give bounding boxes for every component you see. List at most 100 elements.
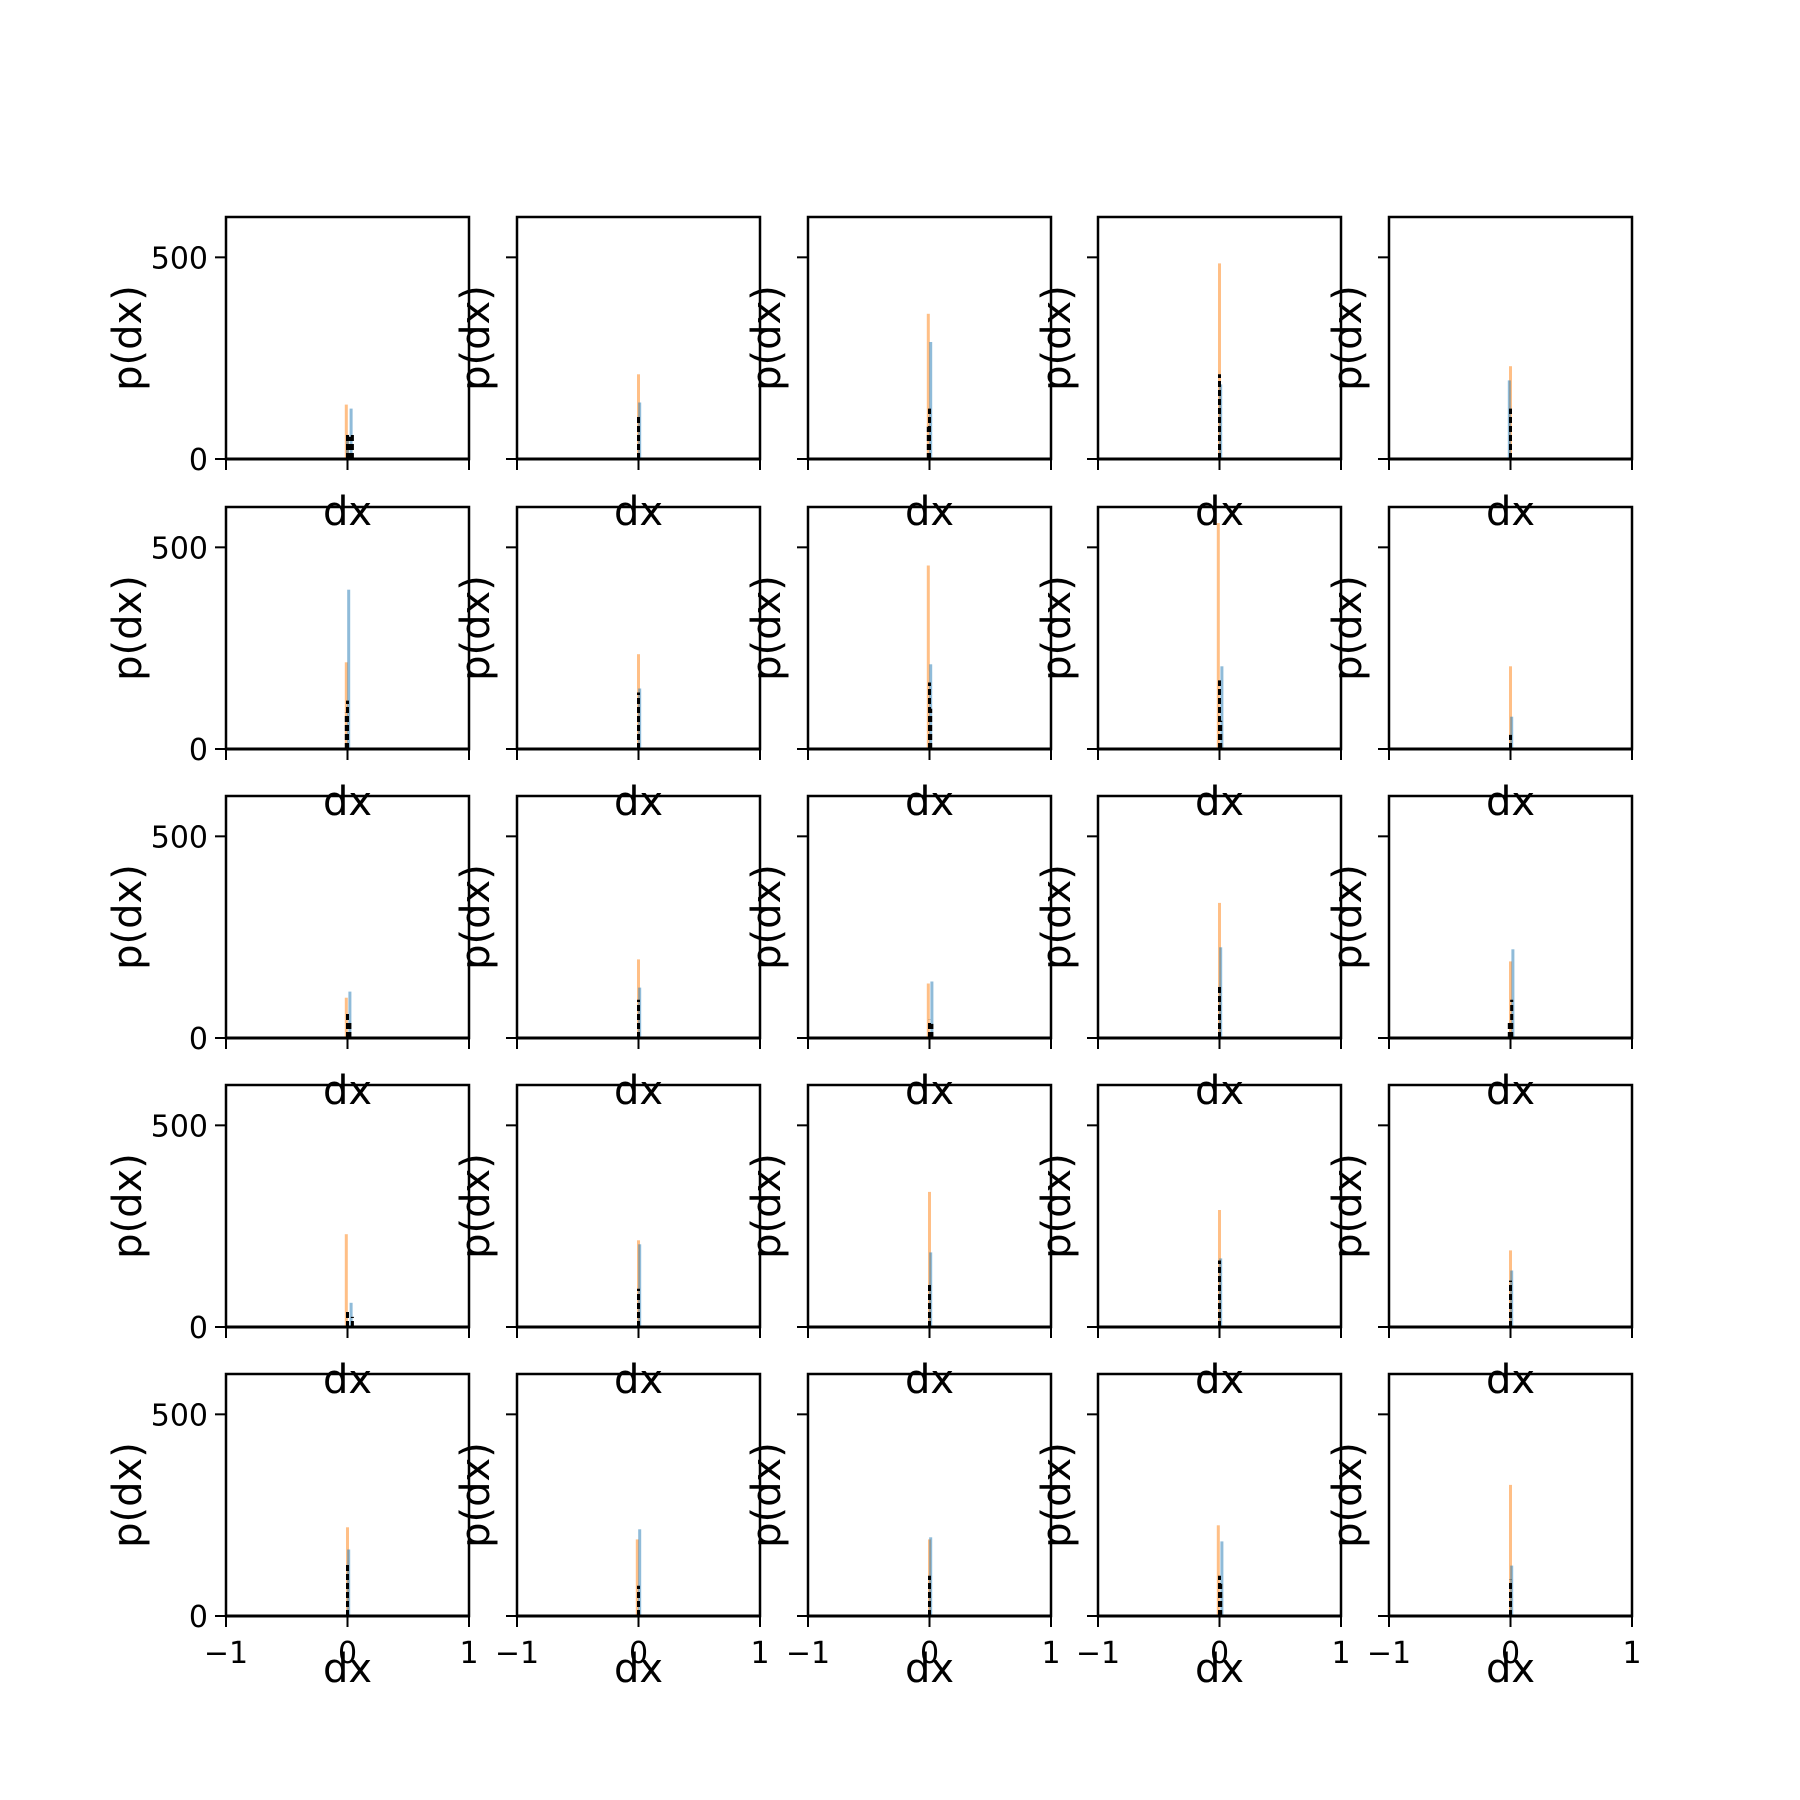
orange-series-bar (926, 313, 930, 459)
x-tick-label: −1 (204, 1636, 248, 1671)
x-axis-label: dx (323, 1068, 372, 1114)
x-axis-label: dx (1486, 1646, 1535, 1692)
blue-series-bar (638, 1529, 642, 1616)
subplot-r3-c2: dx p(dx) (744, 1083, 1053, 1403)
subplot-r3-c4: dx p(dx) (1325, 1083, 1634, 1403)
y-axis-label: p(dx) (744, 1442, 790, 1548)
x-tick-label: −1 (1076, 1636, 1120, 1671)
x-axis-label: dx (905, 1068, 954, 1114)
x-axis-label: dx (905, 779, 954, 825)
x-tick-label: 0 (629, 1636, 648, 1671)
x-axis-label: dx (905, 489, 954, 535)
subplot-r4-c2: −1 0 1 dx p(dx) (744, 1372, 1061, 1692)
blue-series-bar (929, 664, 933, 749)
subplot-r2-c0: 0 500 dx p(dx) (105, 794, 471, 1114)
blue-series-bar (638, 1244, 642, 1327)
x-axis-label: dx (614, 779, 663, 825)
orange-series-bar (635, 1539, 639, 1616)
subplot-r4-c3: −1 0 1 dx p(dx) (1034, 1372, 1351, 1692)
subplot-r1-c0: 0 500 dx p(dx) (105, 505, 471, 825)
x-axis-label: dx (1195, 779, 1244, 825)
subplot-r2-c2: dx p(dx) (744, 794, 1053, 1114)
y-axis-label: p(dx) (1325, 285, 1371, 391)
blue-series-bar (1219, 1258, 1223, 1327)
x-tick-label: 1 (1041, 1636, 1060, 1671)
x-tick-label: 0 (1210, 1636, 1229, 1671)
x-tick-label: 0 (920, 1636, 939, 1671)
blue-series-bar (349, 408, 353, 459)
x-axis-label: dx (1486, 1357, 1535, 1403)
y-axis-label: p(dx) (744, 1153, 790, 1259)
y-tick-label: 0 (189, 443, 208, 478)
y-axis-label: p(dx) (1034, 1442, 1080, 1548)
x-tick-label: 1 (750, 1636, 769, 1671)
y-tick-label: 0 (189, 1311, 208, 1346)
y-axis-label: p(dx) (1034, 1153, 1080, 1259)
x-tick-label: 1 (459, 1636, 478, 1671)
x-axis-label: dx (1195, 1646, 1244, 1692)
y-axis-label: p(dx) (105, 1153, 151, 1259)
blue-series-bar (1220, 1541, 1224, 1616)
x-axis-label: dx (323, 779, 372, 825)
x-axis-label: dx (1195, 1357, 1244, 1403)
blue-series-bar (1220, 666, 1224, 749)
y-axis-label: p(dx) (105, 575, 151, 681)
subplot-grid: 0 500 dx p(dx) dx p(dx) dx p(dx) dx p(dx) dx p(dx) 0… (105, 215, 1642, 1692)
x-axis-label: dx (905, 1646, 954, 1692)
subplot-r2-c3: dx p(dx) (1034, 794, 1343, 1114)
x-tick-label: −1 (495, 1636, 539, 1671)
subplot-r4-c4: −1 0 1 dx p(dx) (1325, 1372, 1642, 1692)
y-axis-label: p(dx) (744, 864, 790, 970)
subplot-r4-c1: −1 0 1 dx p(dx) (453, 1372, 770, 1692)
subplot-r1-c3: dx p(dx) (1034, 505, 1343, 825)
orange-series-bar (344, 662, 348, 749)
y-axis-label: p(dx) (1034, 864, 1080, 970)
subplot-r3-c3: dx p(dx) (1034, 1083, 1343, 1403)
x-axis-label: dx (1486, 1068, 1535, 1114)
blue-series-bar (347, 589, 351, 749)
subplot-r1-c4: dx p(dx) (1325, 505, 1634, 825)
x-axis-label: dx (614, 1068, 663, 1114)
blue-series-bar (929, 342, 933, 459)
x-axis-label: dx (323, 1646, 372, 1692)
x-axis-label: dx (614, 489, 663, 535)
x-tick-label: 0 (338, 1636, 357, 1671)
y-tick-label: 500 (151, 1109, 208, 1144)
y-axis-label: p(dx) (1325, 1442, 1371, 1548)
y-tick-label: 500 (151, 241, 208, 276)
x-tick-label: 1 (1622, 1636, 1641, 1671)
y-tick-label: 500 (151, 531, 208, 566)
x-axis-label: dx (323, 1357, 372, 1403)
x-tick-label: −1 (786, 1636, 830, 1671)
y-axis-label: p(dx) (105, 1442, 151, 1548)
subplot-r0-c3: dxp(dx) (1034, 215, 1343, 535)
x-tick-label: 1 (1331, 1636, 1350, 1671)
subplot-r0-c4: dx p(dx) (1325, 215, 1634, 535)
x-tick-label: 0 (1501, 1636, 1520, 1671)
subplot-r2-c4: dx p(dx) (1325, 794, 1634, 1114)
y-axis-label: p(dx) (453, 864, 499, 970)
blue-series-bar (1511, 949, 1515, 1038)
y-axis-label: p(dx) (1325, 575, 1371, 681)
x-tick-label: −1 (1367, 1636, 1411, 1671)
y-tick-label: 0 (189, 1022, 208, 1057)
y-axis-label: p(dx) (744, 285, 790, 391)
orange-series-bar (1216, 1525, 1220, 1617)
orange-series-bar (344, 1234, 348, 1327)
y-tick-label: 500 (151, 1398, 208, 1433)
subplot-r0-c1: dx p(dx) (453, 215, 762, 535)
x-axis-label: dx (614, 1357, 663, 1403)
x-axis-label: dx (1486, 489, 1535, 535)
orange-series-bar (1509, 1484, 1512, 1616)
y-axis-label: p(dx) (744, 575, 790, 681)
y-axis-label: p(dx) (1034, 575, 1080, 681)
y-axis-label: p(dx) (1325, 864, 1371, 970)
subplot-r0-c2: dx p(dx) (744, 215, 1053, 535)
orange-series-bar (1216, 523, 1220, 749)
y-axis-label: p(dx) (453, 1153, 499, 1259)
orange-series-bar (1509, 666, 1512, 749)
x-axis-label: dx (1195, 1068, 1244, 1114)
blue-series-bar (348, 991, 352, 1038)
